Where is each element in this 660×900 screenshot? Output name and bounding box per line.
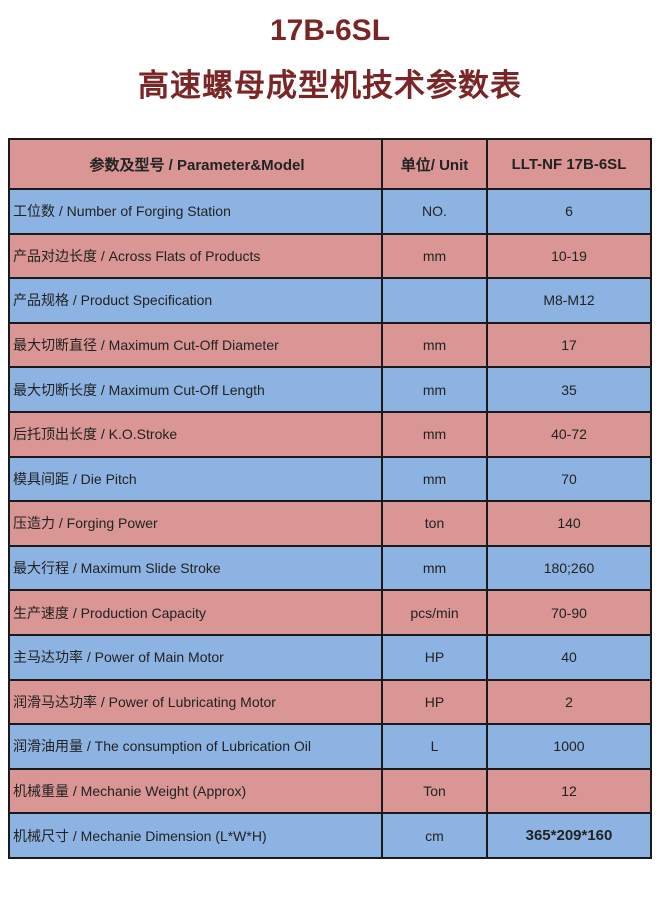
value-cell: 6 [486, 188, 652, 235]
param-cell: 压造力 / Forging Power [8, 500, 383, 547]
spec-table: 参数及型号 / Parameter&Model 单位/ Unit LLT-NF … [8, 138, 652, 859]
table-row: 后托顶出长度 / K.O.Stroke mm 40-72 [8, 410, 652, 458]
value-cell: 40-72 [486, 410, 652, 458]
table-row: 模具间距 / Die Pitch mm 70 [8, 455, 652, 503]
value-cell: 140 [486, 500, 652, 547]
param-cell: 最大切断长度 / Maximum Cut-Off Length [8, 366, 383, 413]
unit-cell: mm [381, 321, 488, 369]
param-cell: 模具间距 / Die Pitch [8, 455, 383, 503]
unit-cell: mm [381, 232, 488, 280]
table-row: 最大行程 / Maximum Slide Stroke mm 180;260 [8, 544, 652, 592]
unit-cell: ton [381, 500, 488, 547]
value-cell: 365*209*160 [486, 812, 652, 859]
unit-cell: NO. [381, 188, 488, 235]
param-cell: 生产速度 / Production Capacity [8, 589, 383, 636]
param-cell: 最大切断直径 / Maximum Cut-Off Diameter [8, 321, 383, 369]
header-model: LLT-NF 17B-6SL [486, 138, 652, 190]
value-cell: 12 [486, 767, 652, 815]
unit-cell: L [381, 723, 488, 770]
table-row: 最大切断长度 / Maximum Cut-Off Length mm 35 [8, 366, 652, 413]
unit-cell: mm [381, 455, 488, 503]
title: 17B-6SL [269, 14, 391, 47]
param-cell: 机械重量 / Mechanie Weight (Approx) [8, 767, 383, 815]
value-cell: 40 [486, 633, 652, 681]
value-cell: 35 [486, 366, 652, 413]
param-cell: 润滑马达功率 / Power of Lubricating Motor [8, 678, 383, 726]
header-unit: 单位/ Unit [381, 138, 488, 190]
table-row: 机械尺寸 / Mechanie Dimension (L*W*H) cm 365*2… [8, 812, 652, 859]
table-row: 机械重量 / Mechanie Weight (Approx) Ton 12 [8, 767, 652, 815]
table-row: 压造力 / Forging Power ton 140 [8, 500, 652, 547]
param-cell: 产品规格 / Product Specification [8, 277, 383, 324]
unit-cell: cm [381, 812, 488, 859]
value-cell: 10-19 [486, 232, 652, 280]
unit-cell: mm [381, 410, 488, 458]
table-row: 主马达功率 / Power of Main Motor HP 40 [8, 633, 652, 681]
value-cell: 70 [486, 455, 652, 503]
table-row: 润滑马达功率 / Power of Lubricating Motor HP 2 [8, 678, 652, 726]
unit-cell: HP [381, 633, 488, 681]
unit-cell: mm [381, 544, 488, 592]
value-cell: 2 [486, 678, 652, 726]
unit-cell [381, 277, 488, 324]
unit-cell: pcs/min [381, 589, 488, 636]
unit-cell: mm [381, 366, 488, 413]
header-param: 参数及型号 / Parameter&Model [8, 138, 383, 190]
table-header: 参数及型号 / Parameter&Model 单位/ Unit LLT-NF … [8, 138, 652, 190]
table-row: 产品对边长度 / Across Flats of Products mm 10-19 [8, 232, 652, 280]
table-row: 工位数 / Number of Forging Station NO. 6 [8, 188, 652, 235]
param-cell: 机械尺寸 / Mechanie Dimension (L*W*H) [8, 812, 383, 859]
table-row: 最大切断直径 / Maximum Cut-Off Diameter mm 17 [8, 321, 652, 369]
unit-cell: Ton [381, 767, 488, 815]
table-row: 产品规格 / Product Specification M8-M12 [8, 277, 652, 324]
value-cell: 1000 [486, 723, 652, 770]
value-cell: 70-90 [486, 589, 652, 636]
table-row: 生产速度 / Production Capacity pcs/min 70-90 [8, 589, 652, 636]
param-cell: 润滑油用量 / The consumption of Lubrication O… [8, 723, 383, 770]
subtitle: 高速螺母成型机技术参数表 [138, 68, 522, 103]
param-cell: 产品对边长度 / Across Flats of Products [8, 232, 383, 280]
value-cell: 180;260 [486, 544, 652, 592]
unit-cell: HP [381, 678, 488, 726]
param-cell: 后托顶出长度 / K.O.Stroke [8, 410, 383, 458]
value-cell: 17 [486, 321, 652, 369]
table-row: 润滑油用量 / The consumption of Lubrication O… [8, 723, 652, 770]
param-cell: 最大行程 / Maximum Slide Stroke [8, 544, 383, 592]
param-cell: 主马达功率 / Power of Main Motor [8, 633, 383, 681]
value-cell: M8-M12 [486, 277, 652, 324]
param-cell: 工位数 / Number of Forging Station [8, 188, 383, 235]
